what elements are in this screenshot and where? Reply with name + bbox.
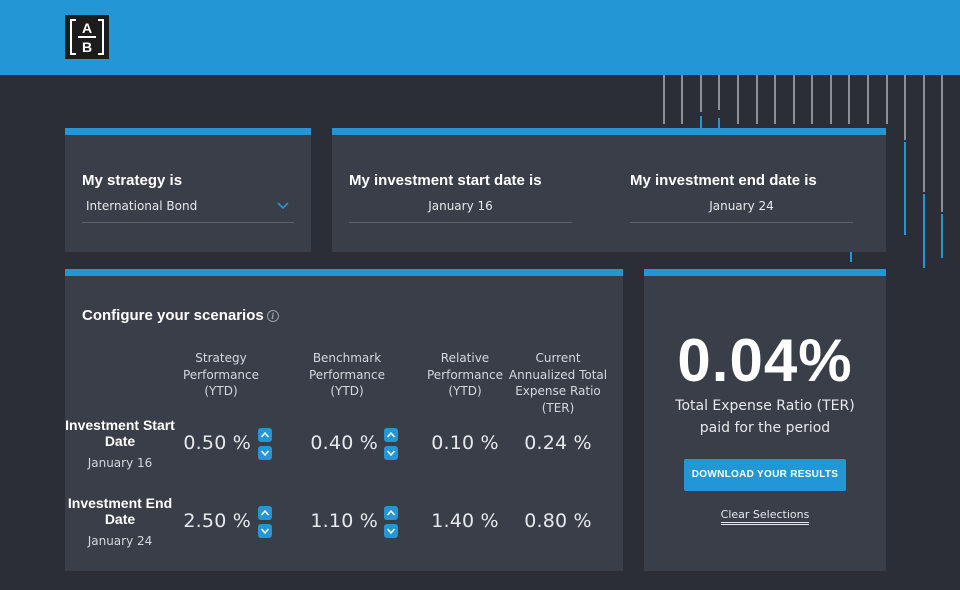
start-benchmark-stepper: [384, 428, 398, 462]
start-relative-value: 0.10 %: [431, 432, 499, 454]
chevron-up-icon: [386, 509, 396, 516]
row-end-title: Investment End Date: [67, 495, 173, 527]
row-header-end: Investment End Date January 24: [65, 495, 175, 549]
end-benchmark-value: 1.10 %: [310, 510, 378, 532]
end-ter-value: 0.80 %: [524, 510, 592, 532]
start-benchmark-value: 0.40 %: [310, 432, 378, 454]
row-start-title: Investment Start Date: [65, 417, 175, 449]
end-strategy-value: 2.50 %: [183, 510, 251, 532]
chevron-down-icon: [386, 528, 396, 535]
decrement-button[interactable]: [258, 446, 272, 460]
decrement-button[interactable]: [384, 524, 398, 538]
configure-panel: Configure your scenarios i Strategy Perfo…: [65, 269, 623, 571]
chevron-down-icon: [386, 450, 396, 457]
chevron-down-icon: [260, 450, 270, 457]
dates-panel: My investment start date is January 16 M…: [332, 128, 886, 252]
start-date-field[interactable]: January 16: [349, 193, 572, 223]
end-date-value: January 24: [709, 199, 774, 213]
end-benchmark-stepper: [384, 506, 398, 540]
strategy-label: My strategy is: [82, 172, 183, 189]
decrement-button[interactable]: [258, 524, 272, 538]
logo-letter-bottom: B: [81, 38, 93, 55]
info-icon[interactable]: i: [266, 310, 279, 323]
result-panel: 0.04% Total Expense Ratio (TER) paid for…: [644, 269, 886, 571]
chevron-up-icon: [386, 431, 396, 438]
increment-button[interactable]: [258, 506, 272, 520]
clear-selections-link[interactable]: Clear Selections: [644, 508, 886, 525]
row-end-date: January 24: [87, 534, 153, 548]
ter-result-caption: Total Expense Ratio (TER) paid for the p…: [675, 398, 855, 436]
chevron-down-icon: [260, 528, 270, 535]
increment-button[interactable]: [384, 506, 398, 520]
strategy-panel: My strategy is International Bond: [65, 128, 311, 252]
end-strategy-stepper: [258, 506, 272, 540]
configure-title: Configure your scenarios i: [82, 307, 279, 324]
chevron-up-icon: [260, 431, 270, 438]
start-strategy-value: 0.50 %: [183, 432, 251, 454]
end-date-label: My investment end date is: [630, 172, 817, 189]
decrement-button[interactable]: [384, 446, 398, 460]
col-header-ter: Current Annualized Total Expense Ratio (…: [508, 351, 608, 415]
strategy-select[interactable]: International Bond: [82, 193, 294, 223]
download-results-button[interactable]: DOWNLOAD YOUR RESULTS: [684, 459, 846, 491]
start-date-value: January 16: [428, 199, 493, 213]
chevron-down-icon: [277, 202, 289, 210]
end-date-field[interactable]: January 24: [630, 193, 853, 223]
header-bar: [0, 0, 960, 75]
row-start-date: January 16: [87, 456, 153, 470]
start-strategy-stepper: [258, 428, 272, 462]
strategy-selected-value: International Bond: [86, 199, 198, 213]
clear-selections-text: Clear Selections: [720, 508, 810, 525]
row-header-start: Investment Start Date January 16: [65, 417, 175, 471]
col-header-strategy: Strategy Performance (YTD): [182, 351, 260, 398]
increment-button[interactable]: [258, 428, 272, 442]
increment-button[interactable]: [384, 428, 398, 442]
end-relative-value: 1.40 %: [431, 510, 499, 532]
ter-result-value: 0.04%: [677, 327, 853, 394]
start-ter-value: 0.24 %: [524, 432, 592, 454]
logo-letter-top: A: [81, 19, 93, 36]
start-date-label: My investment start date is: [349, 172, 542, 189]
chevron-up-icon: [260, 509, 270, 516]
ab-logo[interactable]: A B: [65, 15, 109, 59]
col-header-relative: Relative Performance (YTD): [426, 351, 504, 398]
col-header-benchmark: Benchmark Performance (YTD): [308, 351, 386, 398]
configure-title-text: Configure your scenarios: [82, 307, 264, 324]
